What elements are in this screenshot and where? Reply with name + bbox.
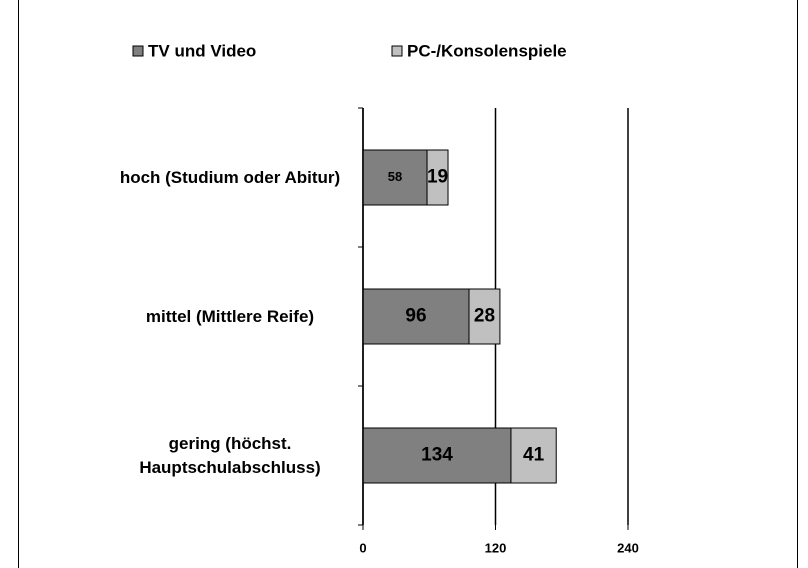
x-tick-label: 0: [359, 540, 366, 555]
legend-swatch: [132, 45, 144, 57]
legend-label: PC-/Konsolenspiele: [407, 41, 567, 60]
data-label: 134: [421, 445, 453, 466]
data-label: 19: [427, 167, 448, 188]
bar: [510, 427, 557, 484]
bar: [362, 149, 428, 206]
data-label: 41: [523, 445, 545, 466]
bar: [362, 427, 512, 484]
y-tick-label: hoch (Studium oder Abitur): [119, 167, 341, 187]
y-tick-label: gering (höchst. Hauptschulabschluss): [139, 433, 321, 477]
data-label: 96: [405, 306, 426, 327]
data-label: 28: [474, 306, 495, 327]
x-tick-label: 240: [617, 540, 639, 555]
legend-label: TV und Video: [148, 41, 256, 60]
data-label: 58: [388, 169, 402, 184]
legend-swatch: [391, 45, 403, 57]
bar: [426, 149, 449, 206]
x-tick-label: 120: [485, 540, 507, 555]
y-tick-label: mittel (Mittlere Reife): [145, 306, 315, 326]
bar: [468, 288, 501, 345]
